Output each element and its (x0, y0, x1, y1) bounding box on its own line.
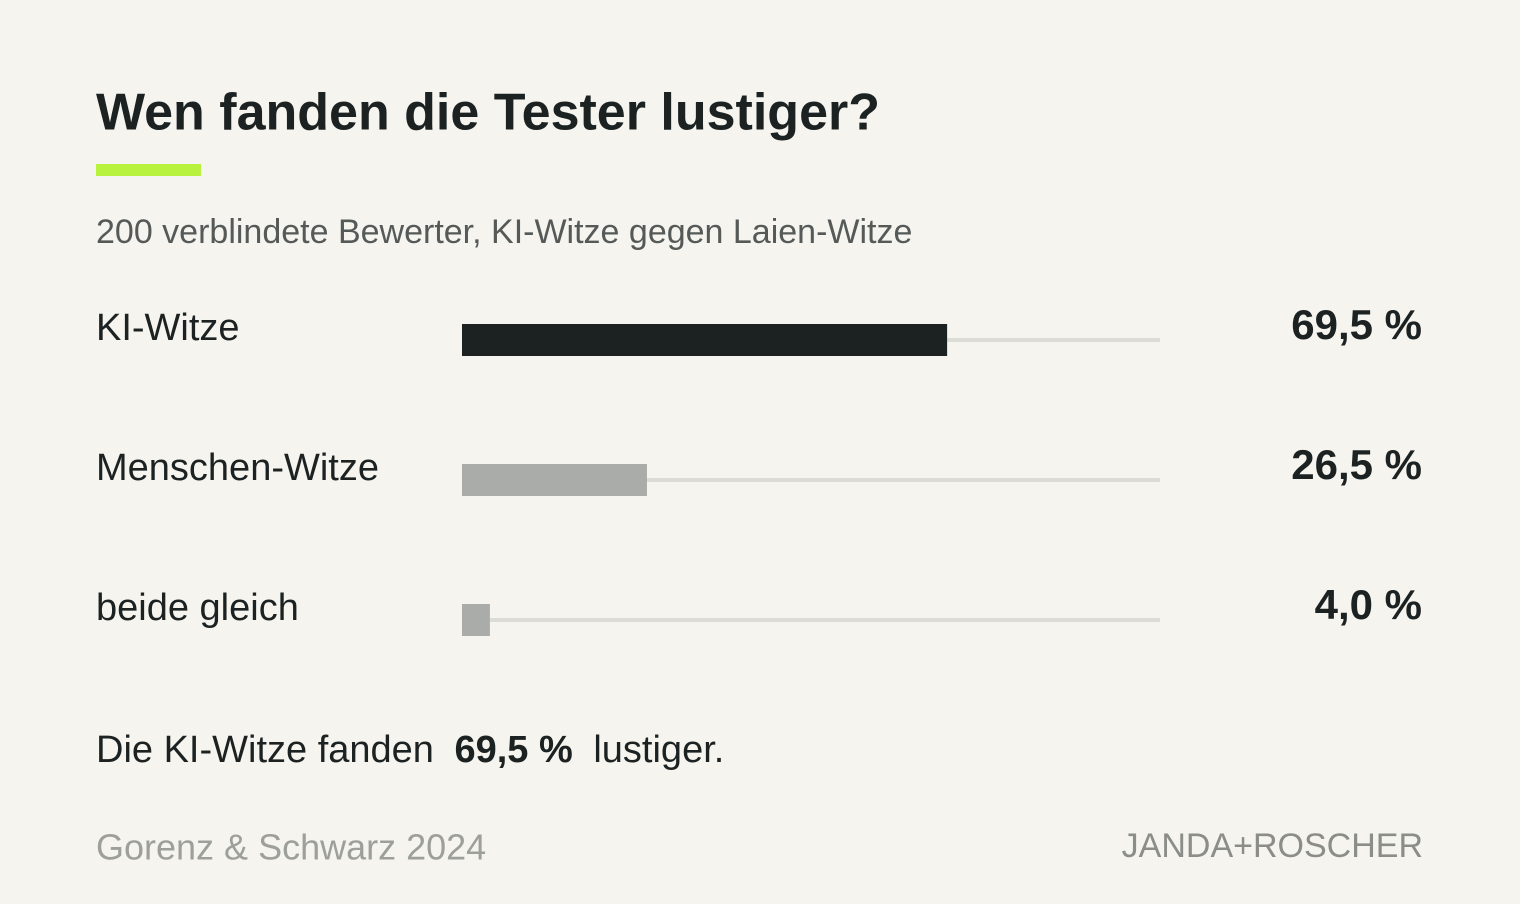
source: Gorenz & Schwarz 2024 (96, 827, 486, 868)
category-label: KI-Witze (96, 307, 240, 349)
bar-track (462, 618, 1160, 622)
brand: JANDA+ROSCHER (1122, 827, 1423, 865)
accent-bar (96, 164, 201, 176)
bar (462, 324, 948, 356)
value-label: 69,5 % (1291, 301, 1422, 348)
chart-title: Wen fanden die Tester lustiger? (96, 84, 880, 142)
annotation-prefix: Die KI-Witze fanden (96, 729, 434, 771)
annotation-highlight: 69,5 % (454, 729, 572, 771)
annotation: Die KI-Witze fanden 69,5 % lustiger. (96, 729, 724, 771)
value-label: 4,0 % (1315, 581, 1422, 628)
bar-track (462, 478, 1160, 482)
bar (462, 464, 647, 496)
annotation-suffix: lustiger. (593, 729, 724, 771)
category-label: Menschen-Witze (96, 447, 379, 489)
category-label: beide gleich (96, 587, 299, 629)
value-label: 26,5 % (1291, 441, 1422, 488)
bar (462, 604, 490, 636)
chart-subtitle: 200 verblindete Bewerter, KI-Witze gegen… (96, 213, 912, 251)
